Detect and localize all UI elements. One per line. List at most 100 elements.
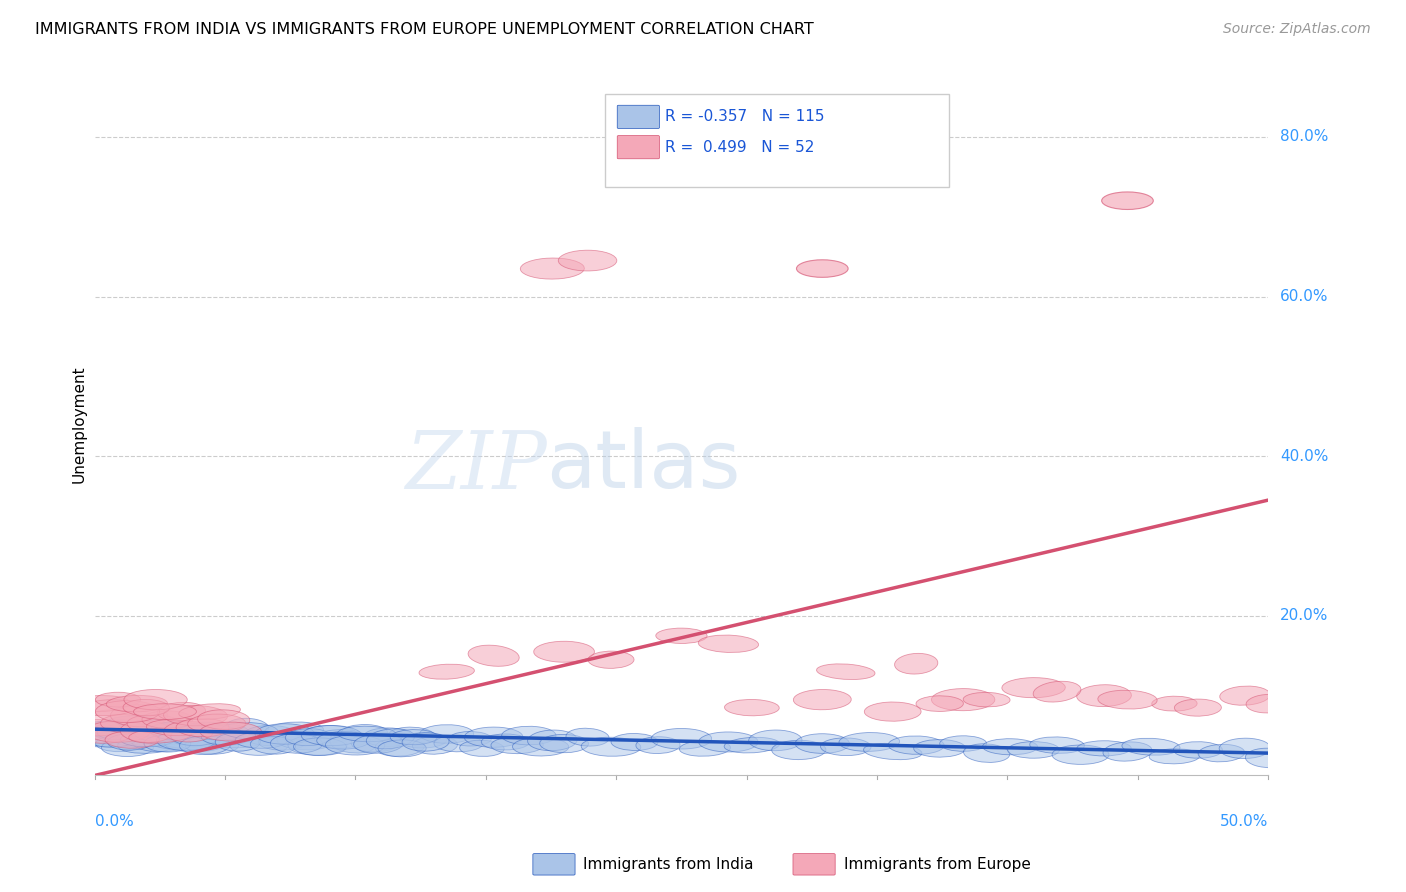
Ellipse shape: [1077, 685, 1132, 706]
Ellipse shape: [337, 726, 396, 742]
Ellipse shape: [748, 730, 801, 751]
Ellipse shape: [402, 732, 449, 751]
Ellipse shape: [84, 710, 142, 730]
Text: 0.0%: 0.0%: [94, 814, 134, 829]
Ellipse shape: [527, 730, 576, 751]
Ellipse shape: [198, 724, 250, 744]
Ellipse shape: [86, 731, 136, 747]
Ellipse shape: [314, 730, 368, 747]
Ellipse shape: [250, 736, 295, 754]
Ellipse shape: [134, 704, 197, 720]
Ellipse shape: [612, 733, 658, 750]
Ellipse shape: [1033, 681, 1081, 702]
Ellipse shape: [354, 734, 404, 753]
Ellipse shape: [817, 664, 875, 680]
Ellipse shape: [156, 730, 212, 748]
Ellipse shape: [1246, 694, 1291, 713]
Ellipse shape: [963, 692, 1010, 706]
Ellipse shape: [839, 732, 900, 751]
Ellipse shape: [1102, 742, 1152, 761]
Ellipse shape: [363, 728, 413, 747]
Ellipse shape: [121, 731, 177, 747]
Ellipse shape: [149, 731, 200, 749]
Ellipse shape: [163, 721, 214, 742]
Ellipse shape: [388, 727, 434, 744]
Ellipse shape: [270, 734, 322, 753]
Ellipse shape: [101, 739, 153, 756]
Ellipse shape: [186, 736, 239, 755]
Ellipse shape: [931, 689, 995, 711]
Ellipse shape: [588, 651, 634, 668]
Ellipse shape: [1029, 737, 1084, 754]
Ellipse shape: [412, 736, 457, 755]
Ellipse shape: [914, 739, 966, 757]
Text: IMMIGRANTS FROM INDIA VS IMMIGRANTS FROM EUROPE UNEMPLOYMENT CORRELATION CHART: IMMIGRANTS FROM INDIA VS IMMIGRANTS FROM…: [35, 22, 814, 37]
Ellipse shape: [464, 727, 523, 747]
Ellipse shape: [254, 723, 315, 744]
Ellipse shape: [651, 729, 711, 749]
Ellipse shape: [520, 258, 585, 279]
Ellipse shape: [243, 725, 298, 746]
Text: R = -0.357   N = 115: R = -0.357 N = 115: [665, 110, 824, 124]
Ellipse shape: [294, 738, 346, 756]
Ellipse shape: [983, 739, 1038, 755]
Ellipse shape: [187, 714, 246, 733]
Ellipse shape: [75, 722, 128, 737]
Ellipse shape: [889, 736, 945, 755]
Ellipse shape: [122, 699, 170, 715]
Ellipse shape: [419, 724, 474, 743]
Ellipse shape: [865, 702, 921, 722]
Ellipse shape: [150, 722, 204, 739]
Y-axis label: Unemployment: Unemployment: [72, 366, 86, 483]
Ellipse shape: [1198, 745, 1244, 762]
Ellipse shape: [1002, 678, 1066, 698]
Ellipse shape: [1219, 739, 1271, 758]
Ellipse shape: [93, 722, 153, 741]
Ellipse shape: [104, 715, 160, 731]
Text: Source: ZipAtlas.com: Source: ZipAtlas.com: [1223, 22, 1371, 37]
Ellipse shape: [1098, 690, 1157, 709]
Ellipse shape: [567, 728, 609, 746]
Ellipse shape: [167, 723, 219, 741]
Ellipse shape: [170, 725, 221, 746]
Ellipse shape: [69, 696, 131, 712]
Ellipse shape: [107, 734, 152, 750]
Ellipse shape: [157, 702, 205, 721]
Ellipse shape: [146, 723, 193, 744]
Ellipse shape: [699, 732, 758, 752]
Ellipse shape: [1220, 686, 1270, 706]
Text: 80.0%: 80.0%: [1279, 129, 1329, 145]
Ellipse shape: [1077, 740, 1132, 756]
Ellipse shape: [235, 732, 287, 748]
Text: atlas: atlas: [547, 427, 741, 506]
Ellipse shape: [139, 719, 190, 736]
Ellipse shape: [1246, 748, 1291, 768]
Ellipse shape: [198, 710, 250, 730]
Text: 60.0%: 60.0%: [1279, 289, 1329, 304]
Ellipse shape: [434, 735, 482, 752]
Ellipse shape: [82, 728, 132, 743]
Ellipse shape: [179, 732, 226, 751]
Ellipse shape: [534, 641, 595, 662]
Text: 20.0%: 20.0%: [1279, 608, 1329, 624]
Ellipse shape: [96, 692, 141, 707]
Ellipse shape: [156, 731, 215, 750]
Ellipse shape: [963, 744, 1010, 763]
Ellipse shape: [155, 722, 204, 737]
Ellipse shape: [342, 724, 388, 740]
Text: 40.0%: 40.0%: [1279, 449, 1329, 464]
Ellipse shape: [285, 729, 330, 746]
Ellipse shape: [772, 740, 825, 760]
Ellipse shape: [96, 736, 141, 752]
Ellipse shape: [288, 735, 347, 756]
Ellipse shape: [205, 733, 266, 747]
Ellipse shape: [1102, 192, 1153, 210]
Ellipse shape: [1122, 739, 1180, 756]
Ellipse shape: [165, 736, 212, 751]
Ellipse shape: [939, 736, 987, 751]
Ellipse shape: [124, 690, 187, 710]
Ellipse shape: [229, 735, 288, 756]
Ellipse shape: [146, 720, 202, 736]
Ellipse shape: [124, 723, 179, 739]
Ellipse shape: [540, 734, 589, 753]
